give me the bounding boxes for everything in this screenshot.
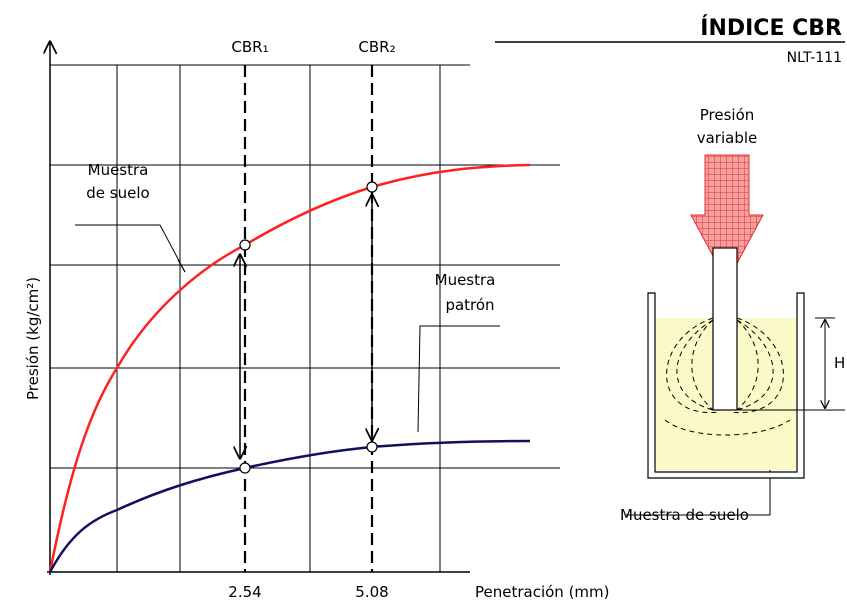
height-label: H <box>834 354 845 372</box>
diagram: Presión (kg/cm²) Penetración (mm) 2.54 5… <box>0 0 847 608</box>
annotation: Muestra <box>435 271 496 289</box>
subtitle: NLT-111 <box>787 50 842 66</box>
piston <box>713 248 737 410</box>
axes <box>47 42 470 575</box>
title: ÍNDICE CBR <box>700 15 842 41</box>
points <box>240 182 377 473</box>
comparison-arrows <box>240 195 372 458</box>
annotation: de suelo <box>86 184 149 202</box>
grid <box>50 65 560 572</box>
x-label: Penetración (mm) <box>475 583 610 601</box>
standard-curve <box>50 441 530 572</box>
x-tick: 5.08 <box>355 583 388 601</box>
marker-label: CBR₂ <box>358 38 395 56</box>
load-label: Presión <box>700 106 755 124</box>
x-tick: 2.54 <box>228 583 261 601</box>
cbr-lines <box>245 65 372 572</box>
load-label: variable <box>697 129 758 147</box>
sample-label: Muestra de suelo <box>620 506 749 524</box>
marker-label: CBR₁ <box>231 38 268 56</box>
y-label: Presión (kg/cm²) <box>24 277 42 400</box>
annotation: patrón <box>445 296 494 314</box>
annotation: Muestra <box>88 161 149 179</box>
